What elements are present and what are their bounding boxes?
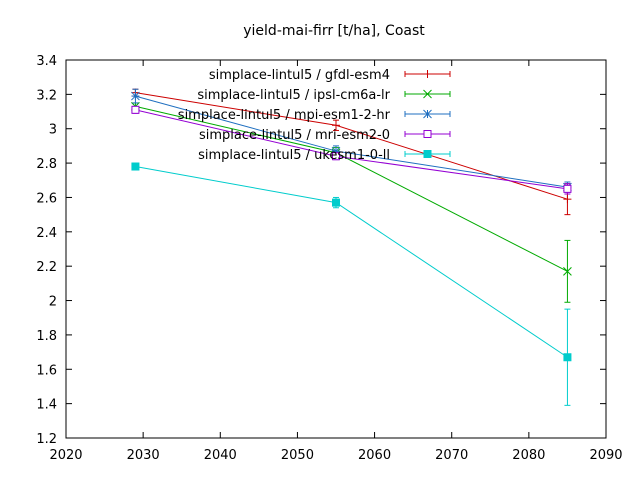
chart-title: yield-mai-firr [t/ha], Coast (243, 23, 425, 39)
legend-label: simplace-lintul5 / ipsl-cm6a-lr (197, 88, 390, 103)
x-tick-label: 2040 (204, 448, 237, 463)
data-point (563, 195, 572, 204)
y-tick-label: 3.2 (36, 88, 57, 103)
legend-entry-4: simplace-lintul5 / mri-esm2-0 (199, 128, 451, 143)
y-tick-label: 1.6 (36, 363, 57, 378)
y-tick-label: 3.4 (36, 54, 57, 69)
series-5 (131, 162, 572, 406)
legend-sample (404, 89, 451, 99)
plot-frame (65, 59, 607, 439)
y-tick-label: 1.2 (36, 432, 57, 447)
data-point (131, 105, 140, 114)
legend-entry-5: simplace-lintul5 / ukesm1-0-ll (198, 148, 451, 163)
y-axis: 1.2 1.4 1.6 1.8 2 2.2 2.4 2.6 2.8 3 3.2 3.4 (36, 54, 606, 447)
y-tick-label: 2.2 (36, 260, 57, 275)
x-tick-label: 2020 (49, 448, 82, 463)
legend-marker (423, 109, 432, 119)
y-tick-label: 1.8 (36, 329, 57, 344)
legend-entry-3: simplace-lintul5 / mpi-esm1-2-hr (178, 108, 451, 123)
legend-marker (423, 89, 432, 99)
legend-label: simplace-lintul5 / ukesm1-0-ll (198, 148, 390, 163)
legend-marker (423, 70, 432, 78)
data-point (563, 353, 572, 362)
x-axis: 2020 2030 2040 2050 2060 2070 2080 2090 (49, 60, 623, 463)
x-tick-label: 2060 (358, 448, 391, 463)
x-tick-label: 2090 (589, 448, 622, 463)
legend-label: simplace-lintul5 / gfdl-esm4 (209, 68, 390, 83)
x-tick-label: 2070 (435, 448, 468, 463)
legend-label: simplace-lintul5 / mpi-esm1-2-hr (178, 108, 391, 123)
y-tick-label: 3 (49, 123, 57, 138)
legend: simplace-lintul5 / gfdl-esm4 simplace-lin… (178, 68, 451, 163)
legend-marker (423, 150, 432, 158)
data-point (332, 198, 340, 207)
data-point (131, 91, 140, 101)
y-tick-label: 2.4 (36, 226, 57, 241)
legend-sample (404, 109, 451, 119)
y-tick-label: 2.8 (36, 157, 57, 172)
series-4 (131, 105, 572, 195)
data-point (131, 162, 140, 171)
legend-label: simplace-lintul5 / mri-esm2-0 (199, 128, 390, 143)
series-line (135, 166, 568, 358)
data-point (332, 152, 340, 161)
x-tick-label: 2050 (281, 448, 314, 463)
x-tick-label: 2030 (127, 448, 160, 463)
series-layer (131, 88, 572, 406)
legend-marker (423, 130, 432, 138)
data-point (332, 121, 340, 130)
plot-border (65, 59, 607, 439)
legend-sample (404, 130, 451, 138)
y-tick-label: 1.4 (36, 398, 57, 413)
legend-sample (404, 150, 451, 158)
legend-sample (404, 70, 451, 78)
data-point (563, 184, 572, 193)
y-tick-label: 2 (49, 295, 57, 310)
x-tick-label: 2080 (512, 448, 545, 463)
data-point (563, 266, 572, 276)
y-tick-label: 2.6 (36, 191, 57, 206)
legend-entry-1: simplace-lintul5 / gfdl-esm4 (209, 68, 451, 83)
legend-entry-2: simplace-lintul5 / ipsl-cm6a-lr (197, 88, 451, 103)
